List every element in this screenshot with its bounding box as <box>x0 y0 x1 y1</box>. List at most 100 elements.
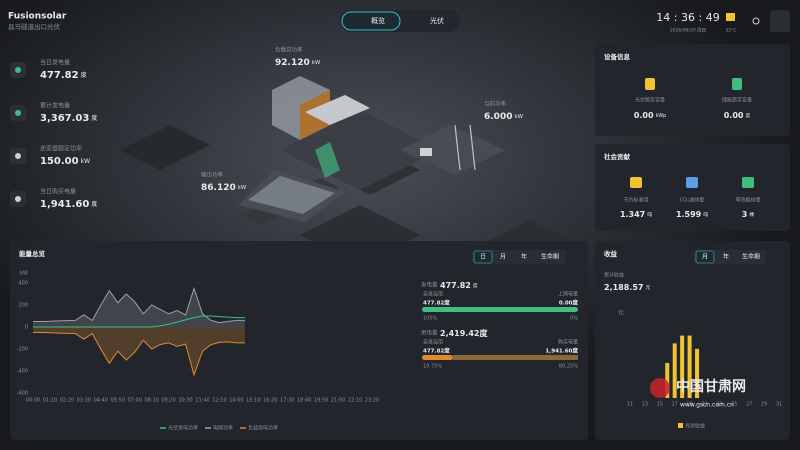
sub-label: 上网电量 <box>558 291 578 298</box>
x-tick-label: 27 <box>746 402 752 408</box>
x-tick-label: 11:40 <box>195 398 209 404</box>
y-tick-label: 0 <box>25 325 28 331</box>
x-tick-label: 15 <box>657 402 663 408</box>
sub-label: 自发自用 <box>423 339 443 346</box>
legend-label: 光伏发电功率 <box>168 425 198 432</box>
bar <box>665 362 670 398</box>
device-value-value: 0.00 <box>634 111 654 120</box>
stat-value: 477.82 <box>40 70 79 81</box>
social-value-unit: 棵 <box>749 211 754 218</box>
scene-value-value: 86.120 <box>201 183 236 193</box>
total-value-unit: 元 <box>645 285 650 291</box>
device-value: 0.00 度 <box>724 111 751 120</box>
energy-value-unit: 度 <box>473 282 478 289</box>
social-icon <box>630 177 642 188</box>
stat-icon-glyph <box>15 153 21 159</box>
pct: 100% <box>423 316 438 322</box>
tab[interactable]: 生命期 <box>541 253 559 261</box>
tab[interactable]: 概览 <box>371 16 385 25</box>
bar <box>695 348 700 398</box>
tab[interactable]: 月 <box>702 254 708 261</box>
panel-title: 设备信息 <box>604 52 631 61</box>
x-tick-label: 11 <box>627 402 633 408</box>
stat-label: 逆变器额定功率 <box>40 145 82 153</box>
x-tick-label: 16:20 <box>263 398 277 404</box>
tab[interactable]: 年 <box>723 253 729 261</box>
tab-active[interactable] <box>695 250 715 264</box>
social-label: CO₂减排量 <box>680 197 704 204</box>
legend-swatch <box>678 423 683 428</box>
total-value-value: 2,188.57 <box>604 283 643 292</box>
x-tick-label: 31 <box>776 402 782 408</box>
social-value-value: 1.347 <box>620 210 645 219</box>
tab[interactable]: 光伏 <box>430 16 444 25</box>
x-tick-label: 21 <box>701 402 707 408</box>
x-tick-label: 19:50 <box>314 398 328 404</box>
stat-label: 当日购买电量 <box>40 188 76 196</box>
tab-active[interactable] <box>473 250 493 264</box>
stat-value: 3,367.03 <box>40 113 89 124</box>
social-icon <box>742 177 754 188</box>
energy-value-value: 477.82 <box>440 281 471 290</box>
x-tick-label: 29 <box>761 402 767 408</box>
x-tick-label: 14:00 <box>229 398 243 404</box>
x-tick-label: 17:30 <box>280 398 294 404</box>
x-tick-label: 07:00 <box>127 398 141 404</box>
energy-panel <box>10 241 588 440</box>
y-tick-label: -400 <box>17 369 28 375</box>
x-tick-label: 15:10 <box>246 398 260 404</box>
x-tick-label: 05:50 <box>111 398 125 404</box>
brand: Fusionsolar <box>8 12 67 22</box>
stat-unit: 度 <box>91 114 97 122</box>
x-tick-label: 00:00 <box>26 398 40 404</box>
tab-active[interactable] <box>341 11 401 31</box>
tab[interactable]: 日 <box>480 254 486 261</box>
tab[interactable]: 年 <box>521 253 527 261</box>
stat: 150.00 kW <box>40 156 90 167</box>
scene-value: 6.000 kW <box>484 112 524 122</box>
energy-value: 2,419.42度 <box>440 328 488 338</box>
line <box>33 332 245 377</box>
x-tick-label: 22:10 <box>348 398 362 404</box>
sub-value: 477.82度 <box>423 299 450 307</box>
social-value-unit: 吨 <box>703 211 708 218</box>
line <box>33 315 245 328</box>
y-tick-label: -200 <box>17 347 28 353</box>
social-value: 1.347 吨 <box>620 210 652 219</box>
scene-label: 当前功率 <box>484 100 507 108</box>
settings-icon[interactable] <box>752 17 760 25</box>
x-tick-label: 09:20 <box>161 398 175 404</box>
energy-label: 发电量 <box>421 281 438 289</box>
x-tick-label: 23:20 <box>365 398 379 404</box>
date: 2026/08/20 周四 <box>670 28 707 34</box>
y-tick-label: 400 <box>18 281 28 287</box>
device-value-unit: kWp <box>656 113 667 119</box>
x-tick-label: 04:40 <box>94 398 108 404</box>
social-icon <box>686 177 698 188</box>
bar <box>687 335 692 398</box>
sub-value: 0.00度 <box>559 299 579 307</box>
device-panel <box>595 44 790 136</box>
pct: 0% <box>570 316 578 322</box>
energy-label: 用电量 <box>421 329 438 337</box>
tab[interactable]: 月 <box>500 254 506 261</box>
x-tick-label: 23 <box>716 402 722 408</box>
scene-value-value: 6.000 <box>484 112 512 122</box>
x-tick-label: 13 <box>642 402 648 408</box>
scene-value-unit: kW <box>238 185 247 191</box>
panel-title: 社会贡献 <box>604 152 631 161</box>
revenue-panel <box>595 241 790 440</box>
device-icon <box>645 78 655 90</box>
device-label: 储能额定容量 <box>722 97 752 104</box>
scene-value-value: 92.120 <box>275 58 310 68</box>
x-tick-label: 18:40 <box>297 398 311 404</box>
bar <box>672 343 677 398</box>
menu-button[interactable] <box>770 10 790 32</box>
tab[interactable]: 生命期 <box>742 253 760 261</box>
legend-label: 电网功率 <box>213 425 233 432</box>
x-tick-label: 03:30 <box>77 398 91 404</box>
progress-rest <box>452 355 578 360</box>
stat-value: 150.00 <box>40 156 79 167</box>
energy-value: 477.82 度 <box>440 281 478 290</box>
